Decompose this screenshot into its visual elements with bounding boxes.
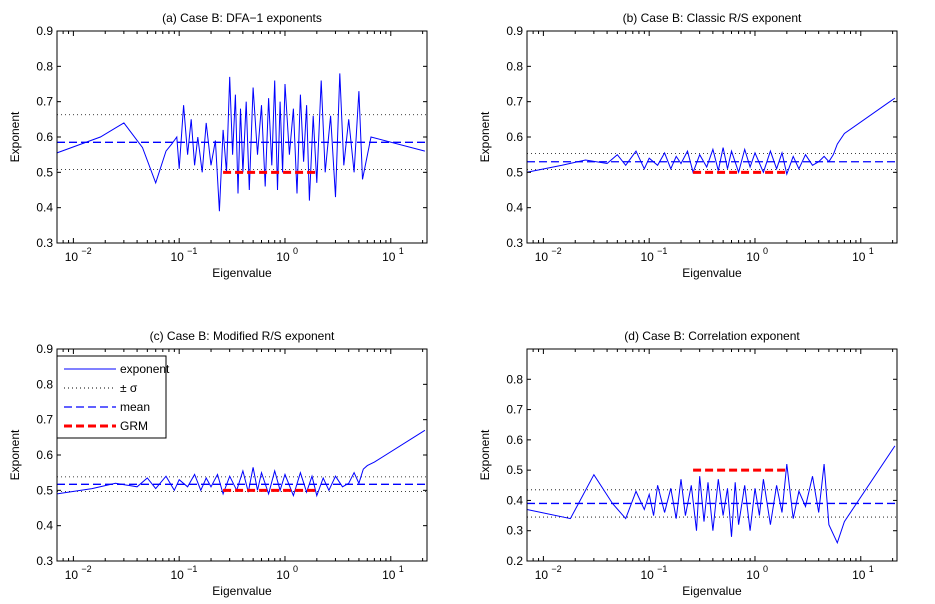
y-axis-label: Exponent bbox=[8, 111, 22, 162]
panel-b: 0.30.40.50.60.70.80.910 −2 10 −1 10 0 10 1(b) C… bbox=[478, 11, 898, 280]
x-tick-exponent: 1 bbox=[869, 564, 874, 574]
y-tick-label: 0.7 bbox=[506, 403, 523, 417]
y-axis-label: Exponent bbox=[8, 429, 22, 480]
x-tick-exponent: 0 bbox=[293, 564, 298, 574]
x-tick-exponent: −2 bbox=[81, 564, 91, 574]
x-tick-label: 10 bbox=[641, 568, 655, 582]
plot-area bbox=[527, 31, 897, 243]
x-tick-exponent: 1 bbox=[869, 246, 874, 256]
x-axis-label: Eigenvalue bbox=[682, 584, 742, 598]
y-tick-label: 0.7 bbox=[506, 95, 523, 109]
x-tick-label: 10 bbox=[382, 568, 396, 582]
y-tick-label: 0.2 bbox=[506, 554, 523, 568]
exponent-line bbox=[56, 73, 426, 212]
exponent-line bbox=[526, 445, 896, 545]
chart-title: (b) Case B: Classic R/S exponent bbox=[623, 11, 802, 25]
legend: exponent ± σ mean GRM bbox=[56, 355, 170, 439]
legend-label-sigma: ± σ bbox=[120, 381, 138, 395]
chart-title: (a) Case B: DFA−1 exponents bbox=[162, 11, 322, 25]
y-tick-label: 0.5 bbox=[506, 463, 523, 477]
x-tick-exponent: 0 bbox=[763, 246, 768, 256]
x-tick-label: 10 bbox=[65, 568, 79, 582]
x-tick-label: 10 bbox=[641, 250, 655, 264]
y-tick-label: 0.3 bbox=[36, 554, 53, 568]
y-tick-label: 0.4 bbox=[36, 519, 53, 533]
x-tick-exponent: −2 bbox=[551, 246, 561, 256]
x-tick-label: 10 bbox=[535, 568, 549, 582]
y-tick-label: 0.4 bbox=[506, 493, 523, 507]
x-tick-exponent: −1 bbox=[187, 246, 197, 256]
y-tick-label: 0.6 bbox=[36, 448, 53, 462]
x-tick-label: 10 bbox=[535, 250, 549, 264]
legend-label-mean: mean bbox=[120, 400, 150, 414]
x-tick-label: 10 bbox=[852, 568, 866, 582]
legend-label-grm: GRM bbox=[120, 419, 148, 433]
chart-title: (d) Case B: Correlation exponent bbox=[624, 329, 800, 343]
plot-frame bbox=[526, 348, 898, 562]
y-tick-label: 0.8 bbox=[36, 377, 53, 391]
x-tick-label: 10 bbox=[171, 250, 185, 264]
x-tick-exponent: −1 bbox=[657, 564, 667, 574]
y-tick-label: 0.8 bbox=[506, 372, 523, 386]
y-tick-label: 0.8 bbox=[506, 59, 523, 73]
exponent-line bbox=[56, 429, 426, 498]
y-axis-label: Exponent bbox=[478, 111, 492, 162]
x-axis-label: Eigenvalue bbox=[212, 584, 272, 598]
x-tick-label: 10 bbox=[65, 250, 79, 264]
y-tick-label: 0.3 bbox=[506, 524, 523, 538]
y-tick-label: 0.9 bbox=[36, 342, 53, 356]
panel-d: 0.20.30.40.50.60.70.810 −2 10 −1 10 0 10 1(d) C… bbox=[478, 329, 898, 598]
x-tick-label: 10 bbox=[746, 250, 760, 264]
y-tick-label: 0.7 bbox=[36, 413, 53, 427]
y-tick-label: 0.6 bbox=[506, 433, 523, 447]
y-tick-label: 0.4 bbox=[506, 201, 523, 215]
y-tick-label: 0.5 bbox=[36, 165, 53, 179]
panel-a: 0.30.40.50.60.70.80.910 −2 10 −1 10 0 10 1(a) C… bbox=[8, 11, 428, 280]
x-axis-label: Eigenvalue bbox=[212, 266, 272, 280]
y-tick-label: 0.3 bbox=[36, 236, 53, 250]
x-tick-exponent: 1 bbox=[399, 564, 404, 574]
x-tick-exponent: −2 bbox=[551, 564, 561, 574]
x-tick-exponent: 0 bbox=[293, 246, 298, 256]
y-tick-label: 0.5 bbox=[36, 483, 53, 497]
y-tick-label: 0.6 bbox=[36, 130, 53, 144]
x-tick-label: 10 bbox=[746, 568, 760, 582]
exponent-line bbox=[526, 97, 896, 176]
y-tick-label: 0.8 bbox=[36, 59, 53, 73]
y-axis-label: Exponent bbox=[478, 429, 492, 480]
x-tick-label: 10 bbox=[276, 568, 290, 582]
y-tick-label: 0.3 bbox=[506, 236, 523, 250]
x-tick-label: 10 bbox=[276, 250, 290, 264]
x-tick-label: 10 bbox=[382, 250, 396, 264]
y-tick-label: 0.9 bbox=[506, 24, 523, 38]
x-tick-label: 10 bbox=[171, 568, 185, 582]
y-tick-label: 0.9 bbox=[36, 24, 53, 38]
legend-label-exponent: exponent bbox=[120, 362, 170, 376]
chart-title: (c) Case B: Modified R/S exponent bbox=[150, 329, 335, 343]
x-tick-exponent: −1 bbox=[187, 564, 197, 574]
y-tick-label: 0.5 bbox=[506, 165, 523, 179]
y-tick-label: 0.7 bbox=[36, 95, 53, 109]
x-axis-label: Eigenvalue bbox=[682, 266, 742, 280]
y-tick-label: 0.4 bbox=[36, 201, 53, 215]
legend-box bbox=[56, 355, 167, 439]
x-tick-exponent: 0 bbox=[763, 564, 768, 574]
x-tick-exponent: −1 bbox=[657, 246, 667, 256]
y-tick-label: 0.6 bbox=[506, 130, 523, 144]
x-tick-exponent: −2 bbox=[81, 246, 91, 256]
x-tick-exponent: 1 bbox=[399, 246, 404, 256]
x-tick-label: 10 bbox=[852, 250, 866, 264]
